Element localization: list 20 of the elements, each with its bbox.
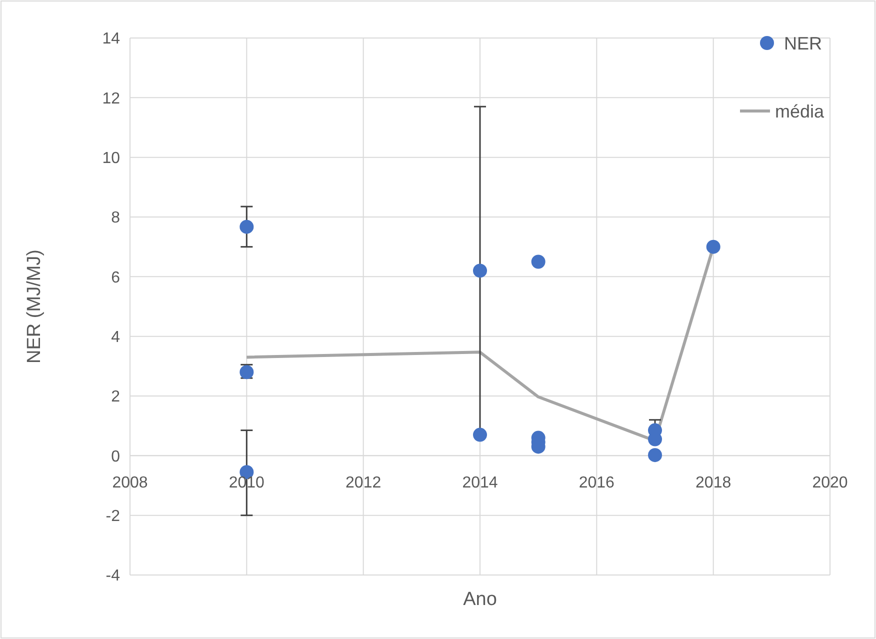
- legend-label: NER: [784, 33, 822, 54]
- legend-label: média: [775, 101, 826, 122]
- x-tick-label: 2008: [112, 474, 148, 492]
- y-tick-label: 14: [102, 30, 120, 48]
- x-tick-label: 2018: [696, 474, 732, 492]
- y-tick-label: 10: [102, 150, 120, 167]
- x-tick-label: 2012: [346, 474, 382, 492]
- x-tick-label: 2016: [578, 474, 615, 492]
- y-tick-label: 4: [111, 328, 120, 346]
- y-tick-label: 6: [111, 269, 120, 286]
- y-tick-label: -4: [106, 568, 120, 585]
- y-tick-label: 12: [102, 90, 120, 108]
- x-tick-label: 2020: [812, 474, 848, 492]
- x-tick-label: 2014: [462, 474, 498, 492]
- y-tick-label: -2: [106, 508, 120, 525]
- y-tick-label: 2: [111, 388, 120, 406]
- y-tick-label: 0: [111, 448, 120, 466]
- y-tick-label: 8: [111, 210, 120, 227]
- y-axis-title: NER (MJ/MJ): [24, 250, 45, 364]
- x-axis-title: Ano: [463, 589, 497, 610]
